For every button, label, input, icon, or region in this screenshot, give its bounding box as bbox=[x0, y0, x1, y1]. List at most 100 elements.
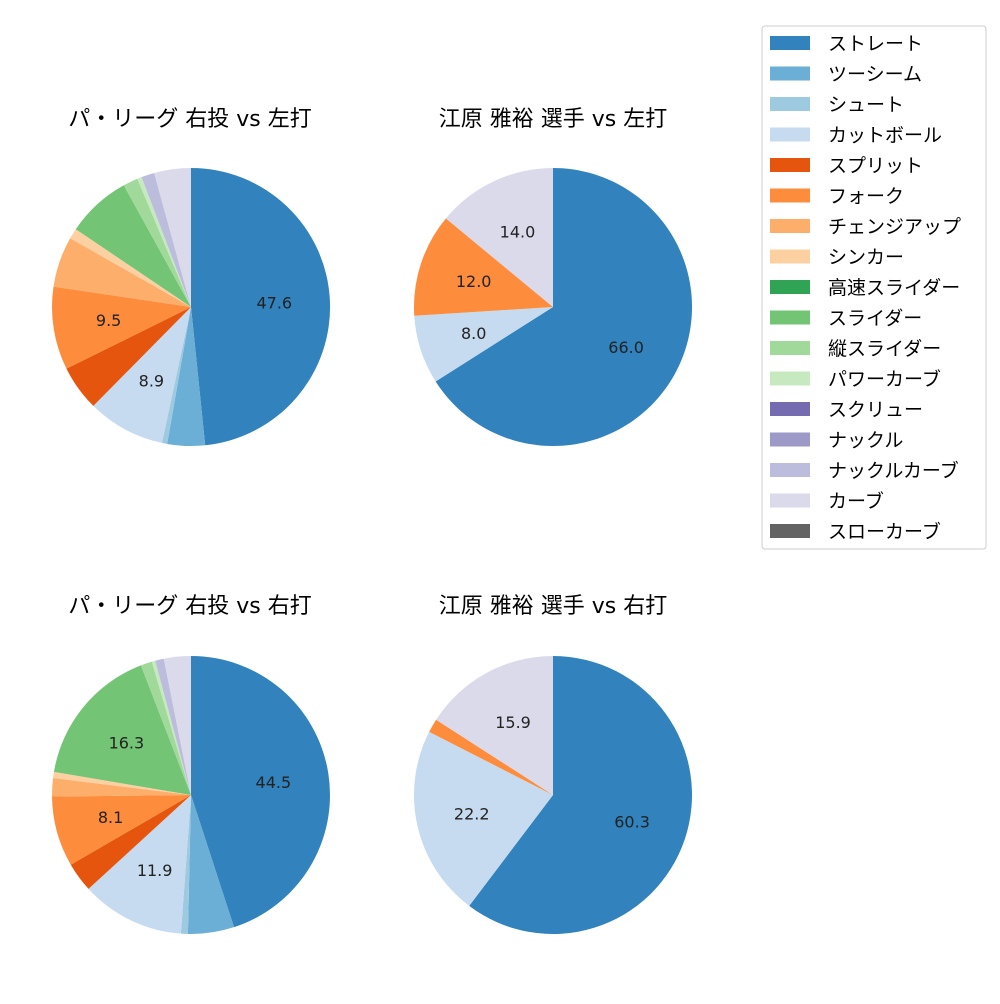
legend-entry: パワーカーブ bbox=[770, 368, 941, 391]
pie-slice bbox=[66, 307, 191, 406]
pie-slice bbox=[469, 656, 693, 935]
pie-charts: パ・リーグ 右投 vs 左打 47.6 8.9 9.5 江原 雅裕 選手 vs 左打 66… bbox=[52, 107, 693, 935]
pie-slice bbox=[52, 286, 191, 369]
legend-swatch bbox=[770, 36, 810, 50]
legend-swatch bbox=[770, 158, 810, 172]
legend-entry: スローカーブ bbox=[770, 520, 941, 543]
legend-entry: シンカー bbox=[770, 247, 904, 269]
legend-items: ストレートツーシームシュートカットボールスプリットフォークチェンジアップシンカー… bbox=[770, 33, 961, 543]
pie-slice bbox=[154, 168, 191, 307]
legend-swatch bbox=[770, 97, 810, 111]
legend: ストレートツーシームシュートカットボールスプリットフォークチェンジアップシンカー… bbox=[761, 25, 987, 550]
pie-title: 江原 雅裕 選手 vs 右打 bbox=[439, 594, 667, 619]
pie-slice bbox=[53, 771, 191, 795]
pie-slice-label: 44.5 bbox=[256, 773, 292, 792]
legend-entry: 縦スライダー bbox=[770, 338, 941, 360]
legend-entry: ナックルカーブ bbox=[770, 459, 959, 482]
legend-swatch bbox=[770, 493, 810, 508]
legend-swatch bbox=[770, 524, 810, 538]
pie-slice bbox=[52, 778, 191, 797]
pie-title: パ・リーグ 右投 vs 右打 bbox=[68, 594, 311, 619]
legend-label: シュート bbox=[828, 94, 904, 116]
legend-entry: シュート bbox=[770, 94, 904, 116]
legend-swatch bbox=[770, 310, 810, 325]
legend-swatch bbox=[770, 371, 810, 386]
pie-slice bbox=[151, 660, 191, 795]
pie-slice bbox=[137, 177, 191, 307]
pie-slice bbox=[187, 795, 234, 935]
pie-chart-4: 江原 雅裕 選手 vs 右打 60.3 22.2 15.9 bbox=[414, 594, 693, 935]
pie-chart-2: 江原 雅裕 選手 vs 左打 66.0 8.0 12.0 14.0 bbox=[413, 107, 693, 446]
pie-slice bbox=[163, 656, 191, 795]
pie-slice bbox=[191, 656, 330, 928]
legend-swatch bbox=[770, 249, 810, 264]
legend-label: スローカーブ bbox=[828, 520, 941, 543]
legend-entry: スライダー bbox=[770, 308, 922, 330]
legend-swatch bbox=[770, 432, 810, 447]
legend-label: ナックルカーブ bbox=[828, 459, 959, 482]
pie-slice bbox=[413, 218, 553, 316]
pie-slice bbox=[53, 665, 192, 795]
legend-label: カットボール bbox=[828, 125, 942, 147]
legend-entry: ツーシーム bbox=[770, 64, 922, 86]
pie-slice bbox=[123, 178, 191, 307]
pie-slice-label: 8.1 bbox=[98, 808, 123, 827]
legend-label: シンカー bbox=[828, 247, 904, 269]
pie-chart-1: パ・リーグ 右投 vs 左打 47.6 8.9 9.5 bbox=[52, 107, 331, 447]
legend-swatch bbox=[770, 127, 810, 142]
legend-entry: スプリット bbox=[770, 155, 923, 177]
pie-slice bbox=[414, 307, 553, 382]
pie-slice-label: 11.9 bbox=[137, 861, 173, 880]
pie-slice bbox=[53, 238, 191, 307]
legend-entry: フォーク bbox=[770, 186, 904, 208]
legend-label: ツーシーム bbox=[828, 64, 922, 86]
legend-label: 高速スライダー bbox=[828, 277, 960, 299]
legend-frame bbox=[761, 25, 987, 550]
pie-slice-label: 8.0 bbox=[461, 324, 486, 343]
pie-slice bbox=[70, 795, 191, 889]
legend-swatch bbox=[770, 341, 810, 355]
legend-label: パワーカーブ bbox=[828, 368, 941, 391]
legend-label: フォーク bbox=[828, 186, 904, 208]
legend-label: スプリット bbox=[828, 155, 923, 177]
pie-slice bbox=[436, 656, 553, 795]
pie-slice bbox=[93, 307, 191, 443]
pie-slice bbox=[155, 658, 191, 795]
pie-title: パ・リーグ 右投 vs 左打 bbox=[68, 107, 311, 132]
legend-entry: チェンジアップ bbox=[770, 216, 961, 238]
pie-slice-label: 8.9 bbox=[139, 371, 164, 390]
pie-slice-label: 14.0 bbox=[500, 223, 536, 242]
pie-slice bbox=[88, 795, 191, 934]
legend-swatch bbox=[770, 66, 810, 81]
legend-label: ナックル bbox=[828, 430, 903, 452]
pie-slice bbox=[52, 795, 192, 865]
legend-swatch bbox=[770, 463, 810, 477]
legend-label: スクリュー bbox=[828, 399, 923, 421]
pie-slice-label: 22.2 bbox=[454, 805, 490, 824]
pie-slice-label: 66.0 bbox=[608, 338, 644, 357]
pie-slice bbox=[141, 172, 191, 307]
legend-label: 縦スライダー bbox=[828, 338, 941, 360]
legend-label: カーブ bbox=[828, 490, 884, 513]
legend-label: スライダー bbox=[828, 308, 922, 330]
pie-slice bbox=[435, 168, 693, 446]
pie-slice bbox=[75, 185, 191, 307]
pie-slice bbox=[414, 731, 553, 906]
pie-slice-label: 9.5 bbox=[96, 311, 121, 330]
legend-entry: スクリュー bbox=[770, 399, 923, 421]
pie-slice bbox=[161, 307, 191, 444]
legend-label: チェンジアップ bbox=[828, 216, 961, 238]
pie-slice-label: 16.3 bbox=[109, 733, 145, 752]
pie-slice bbox=[180, 795, 191, 934]
legend-swatch bbox=[770, 402, 810, 416]
legend-entry: カーブ bbox=[770, 490, 884, 513]
pie-slice bbox=[429, 719, 553, 795]
pie-slice bbox=[445, 168, 553, 307]
pie-slice-label: 15.9 bbox=[495, 713, 531, 732]
legend-label: ストレート bbox=[828, 33, 923, 55]
legend-entry: カットボール bbox=[770, 125, 942, 147]
pie-slice-label: 12.0 bbox=[456, 272, 492, 291]
legend-swatch bbox=[770, 188, 810, 203]
